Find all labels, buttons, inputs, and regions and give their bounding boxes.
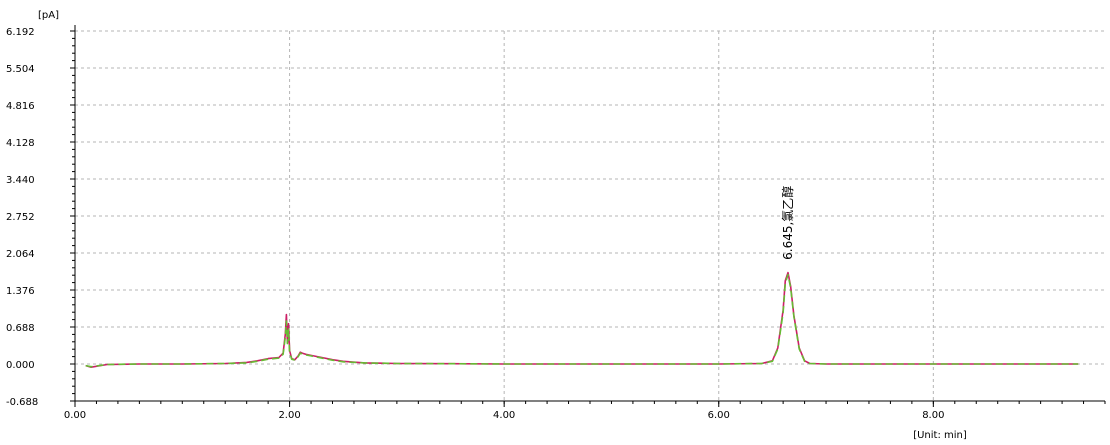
y-tick-label: 3.440 bbox=[6, 175, 35, 186]
peak-label: 6.645,氯乙醇 bbox=[780, 186, 795, 260]
x-tick-label: 0.00 bbox=[64, 410, 86, 421]
y-axis-ticks: 6.192 5.504 4.816 4.128 3.440 2.752 2.064 1.376… bbox=[6, 27, 75, 408]
x-tick-label: 6.00 bbox=[708, 410, 730, 421]
peak-annotations: 6.645,氯乙醇 bbox=[780, 186, 795, 260]
axes bbox=[74, 25, 1105, 402]
y-tick-label: 4.128 bbox=[6, 138, 35, 149]
y-tick-label: 4.816 bbox=[6, 101, 35, 112]
x-axis-ticks: 0.00 2.00 4.00 6.00 8.00 bbox=[64, 401, 1106, 421]
y-tick-label: 2.064 bbox=[6, 249, 35, 260]
grid-lines bbox=[75, 30, 1105, 401]
y-tick-label: -0.688 bbox=[6, 397, 38, 408]
y-axis-unit-label: [pA] bbox=[38, 10, 59, 21]
x-axis-unit-label: [Unit: min] bbox=[913, 430, 967, 441]
y-tick-label: 0.688 bbox=[6, 323, 35, 334]
series-line-1 bbox=[85, 271, 1079, 369]
y-tick-label: 0.000 bbox=[6, 360, 35, 371]
x-tick-label: 2.00 bbox=[278, 410, 300, 421]
series-line-2 bbox=[85, 273, 1079, 368]
y-tick-label: 2.752 bbox=[6, 212, 35, 223]
series-lines bbox=[85, 271, 1079, 369]
x-tick-label: 8.00 bbox=[922, 410, 944, 421]
y-tick-label: 6.192 bbox=[6, 27, 35, 38]
x-tick-label: 4.00 bbox=[493, 410, 515, 421]
y-tick-label: 5.504 bbox=[6, 64, 35, 75]
y-tick-label: 1.376 bbox=[6, 286, 35, 297]
